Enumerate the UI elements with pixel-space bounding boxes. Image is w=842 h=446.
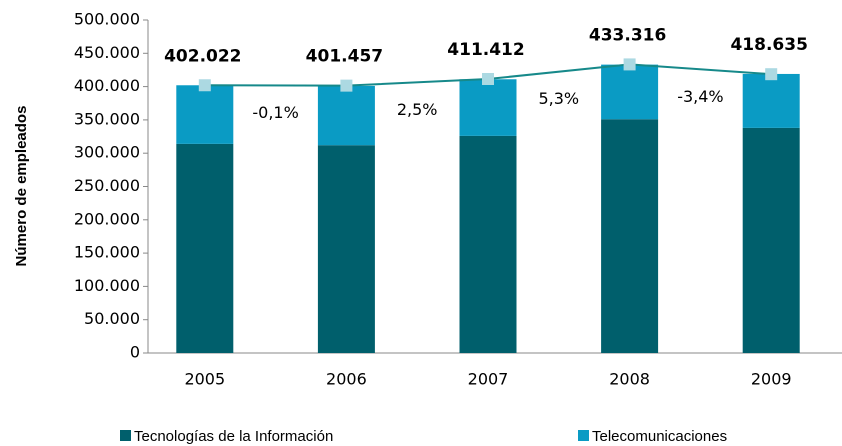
y-tick-label: 200.000	[74, 209, 140, 228]
bar-segment	[459, 79, 517, 136]
legend-swatch	[578, 430, 589, 441]
bar-segment	[742, 127, 800, 353]
value-label: 401.457	[306, 47, 383, 67]
total-marker	[340, 79, 353, 92]
y-tick-label: 50.000	[84, 309, 140, 328]
value-label: 418.635	[730, 35, 807, 55]
total-marker	[198, 79, 211, 92]
y-tick-label: 350.000	[74, 109, 140, 128]
bar-segment	[176, 143, 234, 353]
y-tick-label: 0	[130, 343, 140, 362]
value-label: 402.022	[164, 46, 241, 66]
bar-segment	[742, 73, 800, 128]
bar-segment	[601, 119, 659, 353]
x-tick-label: 2007	[468, 370, 509, 389]
y-tick-label: 500.000	[74, 10, 140, 29]
y-axis-label: Número de empleados	[13, 106, 30, 267]
bar-segment	[176, 85, 234, 144]
legend-label: Telecomunicaciones	[592, 428, 727, 445]
growth-annotation: 5,3%	[538, 89, 579, 108]
growth-annotation: 2,5%	[397, 100, 438, 119]
legend-label: Tecnologías de la Información	[134, 428, 333, 445]
growth-annotation: -3,4%	[677, 87, 723, 106]
growth-annotation: -0,1%	[252, 103, 298, 122]
bar-segment	[317, 85, 375, 146]
total-marker	[765, 68, 778, 81]
value-label: 433.316	[589, 25, 666, 45]
value-label: 411.412	[447, 40, 524, 60]
y-tick-label: 450.000	[74, 43, 140, 62]
bar-segment	[459, 135, 517, 353]
y-tick-label: 100.000	[74, 276, 140, 295]
x-tick-label: 2009	[751, 370, 792, 389]
total-marker	[482, 72, 494, 85]
y-tick-label: 300.000	[74, 143, 140, 162]
bar-segment	[317, 145, 375, 353]
x-tick-label: 2005	[184, 370, 225, 389]
total-marker	[623, 58, 636, 71]
legend-swatch	[120, 430, 131, 441]
y-tick-label: 250.000	[74, 176, 140, 195]
x-tick-label: 2006	[326, 370, 367, 389]
y-tick-label: 400.000	[74, 76, 140, 95]
x-tick-label: 2008	[609, 370, 650, 389]
bar-segment	[601, 64, 659, 120]
y-tick-label: 150.000	[74, 243, 140, 262]
